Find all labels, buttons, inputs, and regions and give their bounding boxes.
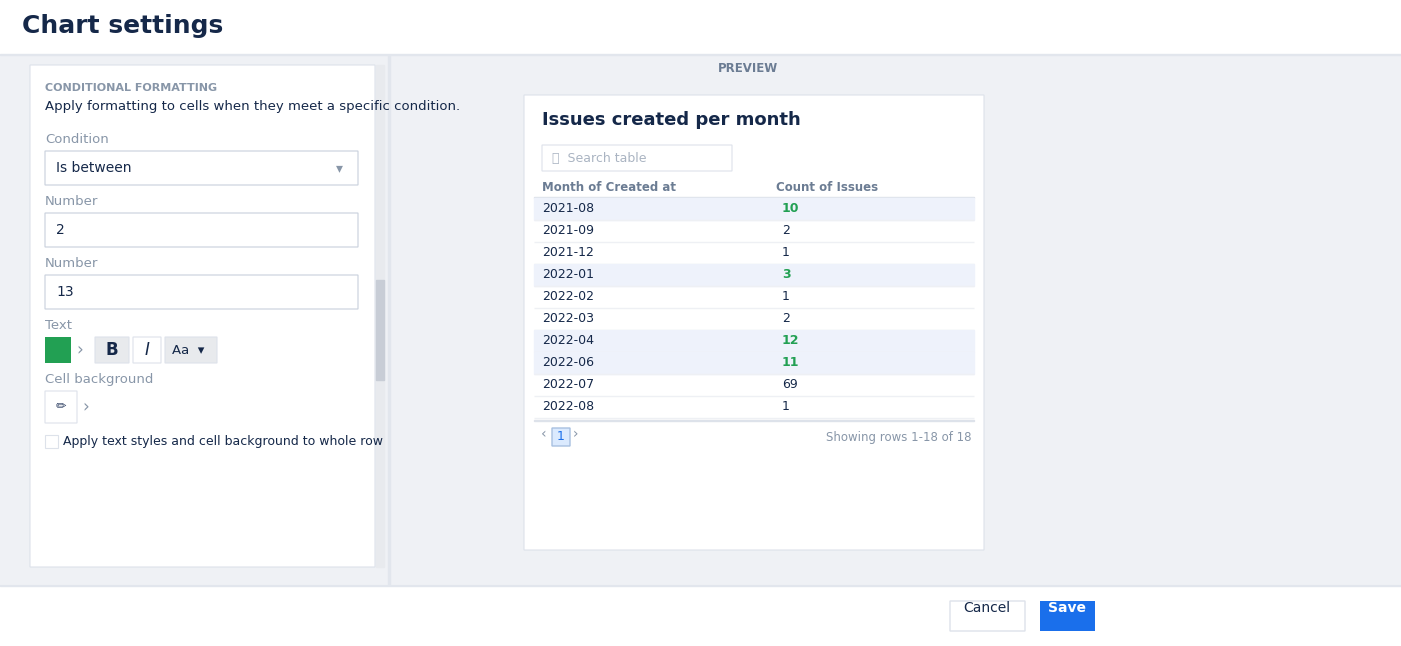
FancyBboxPatch shape bbox=[542, 145, 731, 171]
Text: B: B bbox=[105, 341, 118, 359]
Bar bbox=[0, 55, 1401, 585]
FancyBboxPatch shape bbox=[524, 95, 984, 550]
Text: ›: › bbox=[76, 341, 83, 359]
Text: ‹: ‹ bbox=[541, 427, 546, 441]
FancyBboxPatch shape bbox=[45, 337, 71, 363]
Bar bbox=[534, 198, 974, 220]
Text: 2022-02: 2022-02 bbox=[542, 291, 594, 304]
Bar bbox=[375, 280, 384, 380]
Text: ✏: ✏ bbox=[56, 401, 66, 413]
Text: 2021-12: 2021-12 bbox=[542, 247, 594, 260]
Text: 2022-04: 2022-04 bbox=[542, 335, 594, 348]
FancyBboxPatch shape bbox=[133, 337, 161, 363]
FancyBboxPatch shape bbox=[29, 65, 375, 567]
Text: Cancel: Cancel bbox=[964, 601, 1010, 615]
Bar bbox=[0, 0, 1401, 55]
Text: Is between: Is between bbox=[56, 161, 132, 175]
Text: 1: 1 bbox=[782, 401, 790, 413]
FancyBboxPatch shape bbox=[1040, 601, 1096, 631]
Text: CONDITIONAL FORMATTING: CONDITIONAL FORMATTING bbox=[45, 83, 217, 93]
Bar bbox=[534, 264, 974, 286]
FancyBboxPatch shape bbox=[45, 213, 359, 247]
Text: ⌕  Search table: ⌕ Search table bbox=[552, 152, 646, 165]
Text: Number: Number bbox=[45, 195, 98, 208]
Text: 2: 2 bbox=[56, 223, 64, 237]
Text: Showing rows 1-18 of 18: Showing rows 1-18 of 18 bbox=[827, 430, 972, 444]
Text: 1: 1 bbox=[782, 247, 790, 260]
Text: Month of Created at: Month of Created at bbox=[542, 181, 677, 194]
Text: 1: 1 bbox=[782, 291, 790, 304]
Bar bbox=[0, 585, 1401, 586]
Text: Apply text styles and cell background to whole row: Apply text styles and cell background to… bbox=[63, 435, 382, 448]
Text: Apply formatting to cells when they meet a specific condition.: Apply formatting to cells when they meet… bbox=[45, 100, 460, 113]
FancyBboxPatch shape bbox=[552, 428, 570, 446]
Bar bbox=[0, 54, 1401, 55]
Text: Count of Issues: Count of Issues bbox=[776, 181, 878, 194]
FancyBboxPatch shape bbox=[950, 601, 1026, 631]
Bar bbox=[45, 435, 57, 448]
Text: ›: › bbox=[573, 427, 579, 441]
Text: 2021-09: 2021-09 bbox=[542, 225, 594, 238]
Text: I: I bbox=[144, 341, 150, 359]
Text: 11: 11 bbox=[782, 357, 800, 370]
Bar bbox=[0, 585, 1401, 646]
FancyBboxPatch shape bbox=[45, 151, 359, 185]
Bar bbox=[45, 435, 57, 448]
Text: 2022-01: 2022-01 bbox=[542, 269, 594, 282]
Text: 12: 12 bbox=[782, 335, 800, 348]
Text: 1: 1 bbox=[558, 430, 565, 444]
Text: PREVIEW: PREVIEW bbox=[717, 62, 778, 75]
Text: 10: 10 bbox=[782, 202, 800, 216]
Text: 3: 3 bbox=[782, 269, 790, 282]
Bar bbox=[388, 55, 389, 585]
Text: 2022-08: 2022-08 bbox=[542, 401, 594, 413]
Bar bbox=[534, 420, 974, 421]
Text: Condition: Condition bbox=[45, 133, 109, 146]
Text: 2022-07: 2022-07 bbox=[542, 379, 594, 391]
Bar bbox=[534, 352, 974, 374]
Text: 2: 2 bbox=[782, 225, 790, 238]
Text: Issues created per month: Issues created per month bbox=[542, 111, 801, 129]
FancyBboxPatch shape bbox=[45, 275, 359, 309]
Text: 2022-03: 2022-03 bbox=[542, 313, 594, 326]
Text: 2021-08: 2021-08 bbox=[542, 202, 594, 216]
Text: 2022-06: 2022-06 bbox=[542, 357, 594, 370]
Bar bbox=[375, 65, 384, 567]
Text: 13: 13 bbox=[56, 285, 74, 299]
FancyBboxPatch shape bbox=[45, 391, 77, 423]
Text: Chart settings: Chart settings bbox=[22, 14, 223, 38]
Text: ▾: ▾ bbox=[336, 161, 343, 175]
Text: Aa  ▾: Aa ▾ bbox=[172, 344, 205, 357]
Bar bbox=[534, 197, 974, 198]
Bar bbox=[534, 330, 974, 352]
FancyBboxPatch shape bbox=[95, 337, 129, 363]
Text: 2: 2 bbox=[782, 313, 790, 326]
Text: Cell background: Cell background bbox=[45, 373, 153, 386]
Text: Save: Save bbox=[1048, 601, 1086, 615]
Text: Text: Text bbox=[45, 319, 71, 332]
Text: 69: 69 bbox=[782, 379, 797, 391]
Text: ›: › bbox=[83, 398, 88, 416]
FancyBboxPatch shape bbox=[165, 337, 217, 363]
Text: Number: Number bbox=[45, 257, 98, 270]
